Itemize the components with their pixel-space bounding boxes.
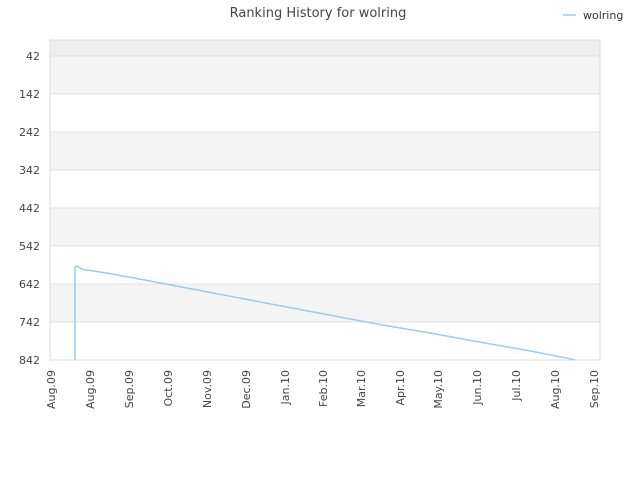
- chart-title: Ranking History for wolring: [230, 6, 407, 21]
- y-tick-label: 142: [19, 88, 40, 101]
- y-tick-label: 42: [26, 50, 40, 63]
- plot-background: [50, 40, 600, 360]
- y-tick-label: 742: [19, 316, 40, 329]
- x-tick-label: Jul.10: [510, 370, 523, 402]
- plot-band: [50, 245, 600, 284]
- y-axis-ticks: 42 142 242 342 442 542 642 742 842: [19, 50, 40, 367]
- plot-band: [50, 93, 600, 132]
- x-tick-label: Jan.10: [279, 370, 292, 405]
- legend: wolring: [563, 9, 623, 22]
- plot-band: [50, 40, 600, 56]
- y-tick-label: 842: [19, 354, 40, 367]
- x-tick-label: Sep.10: [588, 370, 601, 408]
- plot-band: [50, 283, 600, 322]
- x-tick-label: Jun.10: [471, 370, 484, 406]
- y-tick-label: 642: [19, 278, 40, 291]
- y-tick-label: 442: [19, 202, 40, 215]
- x-tick-label: Nov.09: [201, 370, 214, 408]
- x-tick-label: Mar.10: [355, 370, 368, 407]
- x-tick-label: Sep.09: [123, 370, 136, 408]
- x-tick-label: Dec.09: [240, 370, 253, 409]
- x-tick-label: Feb.10: [317, 370, 330, 407]
- plot-band: [50, 131, 600, 170]
- x-tick-label: Aug.09: [84, 370, 97, 409]
- plot-band: [50, 169, 600, 208]
- plot-band: [50, 55, 600, 94]
- plot-frame: [49, 39, 601, 361]
- x-tick-label: Aug.10: [549, 370, 562, 409]
- y-tick-label: 242: [19, 126, 40, 139]
- x-axis-ticks: Aug.09 Aug.09 Sep.09 Oct.09 Nov.09 Dec.09 Jan.…: [45, 370, 601, 409]
- y-tick-label: 542: [19, 240, 40, 253]
- series-layer: [74, 265, 576, 361]
- plot-band: [50, 207, 600, 246]
- y-tick-label: 342: [19, 164, 40, 177]
- series-line-wolring: [74, 265, 576, 361]
- x-tick-label: May.10: [432, 370, 445, 409]
- x-tick-label: Oct.09: [162, 370, 175, 407]
- x-tick-label: Apr.10: [394, 370, 407, 406]
- x-tick-label: Aug.09: [45, 370, 58, 409]
- legend-label: wolring: [583, 9, 623, 22]
- plot-band: [50, 321, 600, 360]
